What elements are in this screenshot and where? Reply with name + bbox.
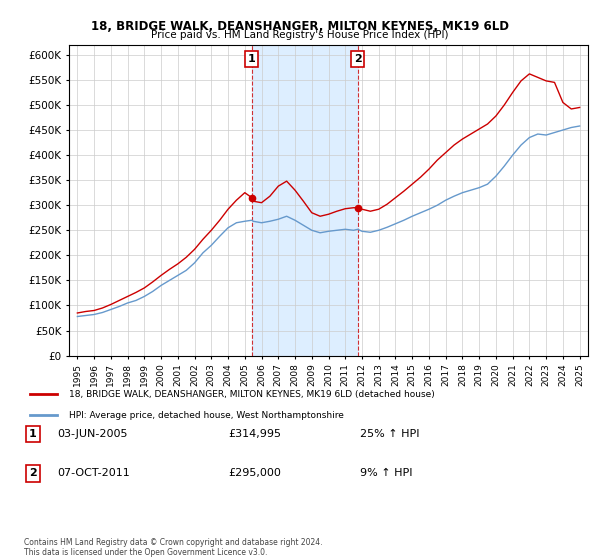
Text: 2: 2 [354, 54, 362, 64]
Bar [252, 45, 358, 356]
Text: 25% ↑ HPI: 25% ↑ HPI [360, 429, 419, 439]
Text: 07-OCT-2011: 07-OCT-2011 [57, 468, 130, 478]
Text: Price paid vs. HM Land Registry's House Price Index (HPI): Price paid vs. HM Land Registry's House … [151, 30, 449, 40]
Text: 18, BRIDGE WALK, DEANSHANGER, MILTON KEYNES, MK19 6LD: 18, BRIDGE WALK, DEANSHANGER, MILTON KEY… [91, 20, 509, 32]
Text: 18, BRIDGE WALK, DEANSHANGER, MILTON KEYNES, MK19 6LD (detached house): 18, BRIDGE WALK, DEANSHANGER, MILTON KEY… [68, 390, 434, 399]
Text: 1: 1 [248, 54, 256, 64]
Text: 9% ↑ HPI: 9% ↑ HPI [360, 468, 413, 478]
Text: 1: 1 [29, 429, 37, 439]
Text: £295,000: £295,000 [228, 468, 281, 478]
Text: £314,995: £314,995 [228, 429, 281, 439]
Text: HPI: Average price, detached house, West Northamptonshire: HPI: Average price, detached house, West… [68, 410, 344, 419]
Text: 03-JUN-2005: 03-JUN-2005 [57, 429, 128, 439]
Text: Contains HM Land Registry data © Crown copyright and database right 2024.
This d: Contains HM Land Registry data © Crown c… [24, 538, 323, 557]
Text: 2: 2 [29, 468, 37, 478]
